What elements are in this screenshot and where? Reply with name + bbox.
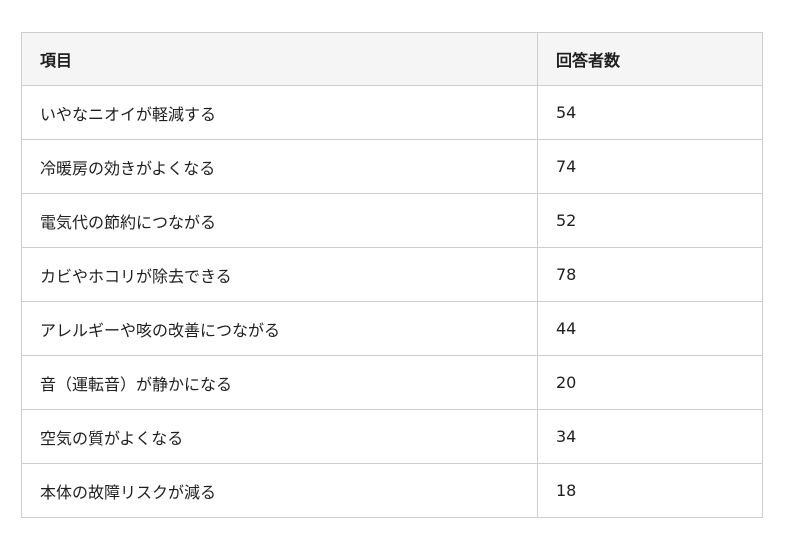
header-cell-item: 項目 (21, 32, 538, 86)
count-cell: 74 (537, 139, 763, 194)
item-cell: アレルギーや咳の改善につながる (21, 301, 538, 356)
header-cell-count: 回答者数 (537, 32, 763, 86)
item-cell: 冷暖房の効きがよくなる (21, 139, 538, 194)
count-cell: 18 (537, 463, 763, 518)
table-row: 本体の故障リスクが減る 18 (21, 463, 763, 518)
table-row: いやなニオイが軽減する 54 (21, 85, 763, 140)
table-row: 空気の質がよくなる 34 (21, 409, 763, 464)
item-cell: 音（運転音）が静かになる (21, 355, 538, 410)
header-row: 項目 回答者数 (21, 32, 763, 86)
table-row: 冷暖房の効きがよくなる 74 (21, 139, 763, 194)
count-cell: 44 (537, 301, 763, 356)
table-row: 電気代の節約につながる 52 (21, 193, 763, 248)
count-cell: 34 (537, 409, 763, 464)
table-row: カビやホコリが除去できる 78 (21, 247, 763, 302)
table-header: 項目 回答者数 (21, 32, 763, 86)
table-row: アレルギーや咳の改善につながる 44 (21, 301, 763, 356)
count-cell: 78 (537, 247, 763, 302)
count-cell: 52 (537, 193, 763, 248)
item-cell: 本体の故障リスクが減る (21, 463, 538, 518)
item-cell: 電気代の節約につながる (21, 193, 538, 248)
count-cell: 20 (537, 355, 763, 410)
table-body: いやなニオイが軽減する 54 冷暖房の効きがよくなる 74 電気代の節約につなが… (21, 85, 763, 518)
count-cell: 54 (537, 85, 763, 140)
item-cell: カビやホコリが除去できる (21, 247, 538, 302)
survey-results-table: 項目 回答者数 いやなニオイが軽減する 54 冷暖房の効きがよくなる 74 電気… (21, 32, 763, 518)
table-row: 音（運転音）が静かになる 20 (21, 355, 763, 410)
item-cell: いやなニオイが軽減する (21, 85, 538, 140)
survey-table-container: 項目 回答者数 いやなニオイが軽減する 54 冷暖房の効きがよくなる 74 電気… (21, 32, 763, 518)
item-cell: 空気の質がよくなる (21, 409, 538, 464)
